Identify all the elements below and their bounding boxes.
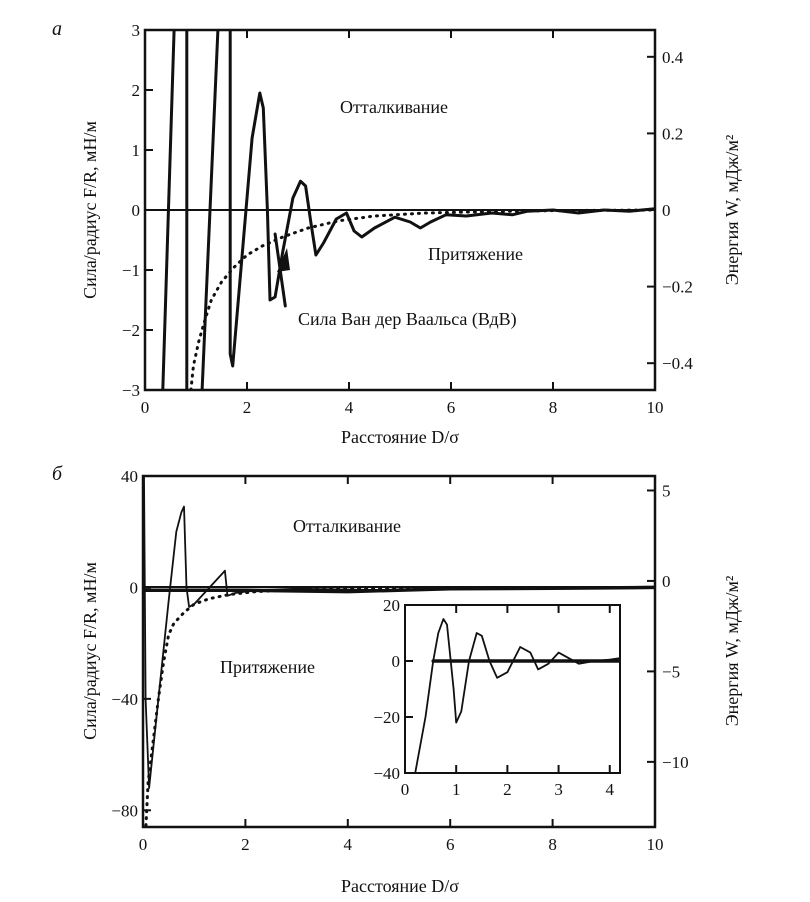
- panel-b-attraction-label: Притяжение: [220, 657, 315, 677]
- inset-ytick-label: 0: [392, 652, 401, 671]
- inset-ytick-label: −40: [373, 764, 400, 783]
- inset-frame: [404, 604, 621, 774]
- panel-b-xtick-label: 4: [344, 835, 353, 854]
- panel-a-vdw-label: Сила Ван дер Ваальса (ВдВ): [298, 309, 517, 330]
- panel-b-xtick-label: 6: [446, 835, 455, 854]
- panel-a-label: а: [52, 18, 62, 40]
- panel-a-xtick-label: 0: [141, 398, 150, 417]
- panel-a-ytick-right-label: 0.2: [662, 124, 683, 143]
- panel-b-ytick-label: 0: [130, 578, 139, 597]
- panel-a-ytick-label: −2: [122, 321, 140, 340]
- panel-b-label: б: [52, 463, 63, 485]
- panel-a-ytick-label: −1: [122, 261, 140, 280]
- panel-a-ylabel-right: Энергия W, мДж/м²: [722, 135, 742, 286]
- panel-b-xtick-label: 0: [139, 835, 148, 854]
- panel-b-ylabel: Сила/радиус F/R, мН/м: [80, 562, 100, 740]
- panel-a-ytick-label: 1: [132, 141, 141, 160]
- panel-b-ytick-label: −80: [111, 801, 138, 820]
- panel-b-ylabel-right: Энергия W, мДж/м²: [722, 576, 742, 727]
- panel-a-series-force-oscillation: [228, 30, 655, 368]
- panel-b-xtick-label: 10: [647, 835, 664, 854]
- inset-xtick-label: 4: [606, 780, 615, 799]
- panel-b-ytick-right-label: −5: [662, 662, 680, 681]
- panel-a-ytick-label: −3: [122, 381, 140, 400]
- panel-b-xlabel: Расстояние D/σ: [341, 876, 459, 896]
- panel-a-ytick-right-label: 0: [662, 201, 671, 220]
- panel-b-ytick-right-label: −10: [662, 753, 689, 772]
- panel-a-ytick-right-label: −0.2: [662, 278, 693, 297]
- panel-b-ytick-right-label: 5: [662, 481, 671, 500]
- panel-a-repulsion-label: Отталкивание: [340, 97, 448, 117]
- panel-a-xlabel: Расстояние D/σ: [341, 427, 459, 447]
- panel-a-xtick-label: 4: [345, 398, 354, 417]
- panel-b-ytick-label: 40: [121, 467, 138, 486]
- panel-a-ylabel: Сила/радиус F/R, мН/м: [80, 121, 100, 299]
- inset-ytick-label: 20: [383, 596, 400, 615]
- panel-a-arrow-icon: [277, 248, 290, 272]
- panel-a-series-force-branch-3: [200, 30, 220, 390]
- panel-b-xtick-label: 8: [548, 835, 557, 854]
- panel-a-ytick-label: 2: [132, 81, 141, 100]
- panel-a-ytick-right-label: 0.4: [662, 48, 684, 67]
- panel-b-frame: [141, 474, 657, 829]
- panel-b-ytick-right-label: 0: [662, 572, 671, 591]
- inset-xtick-label: 0: [401, 780, 410, 799]
- panel-a-xtick-label: 2: [243, 398, 252, 417]
- inset-xtick-label: 1: [452, 780, 461, 799]
- panel-b-repulsion-label: Отталкивание: [293, 516, 401, 536]
- panel-a-series-force-branch-1: [161, 30, 176, 390]
- inset-ticks: 0 1 2 3 4 20 0 −20 −40: [373, 596, 614, 799]
- panel-b-series: [143, 476, 655, 827]
- panel-a-attraction-label: Притяжение: [428, 244, 523, 264]
- panel-a-series: [161, 30, 655, 390]
- panel-a-ytick-label: 3: [132, 21, 141, 40]
- panel-b-ytick-label: −40: [111, 690, 138, 709]
- panel-a-series-vdw-force: [189, 208, 655, 390]
- inset-ytick-label: −20: [373, 708, 400, 727]
- panel-a-xtick-label: 6: [447, 398, 456, 417]
- panel-a-xtick-label: 8: [549, 398, 558, 417]
- panel-a-ytick-label: 0: [132, 201, 141, 220]
- panel-b-series-energy: [143, 585, 655, 594]
- panel-a-ytick-right-label: −0.4: [662, 354, 693, 373]
- inset-xtick-label: 3: [554, 780, 563, 799]
- inset-xtick-label: 2: [503, 780, 512, 799]
- panel-b-series-vdw-force: [144, 585, 655, 827]
- panel-a-xtick-label: 10: [647, 398, 664, 417]
- panel-b-xtick-label: 2: [241, 835, 250, 854]
- inset-series: [414, 618, 620, 773]
